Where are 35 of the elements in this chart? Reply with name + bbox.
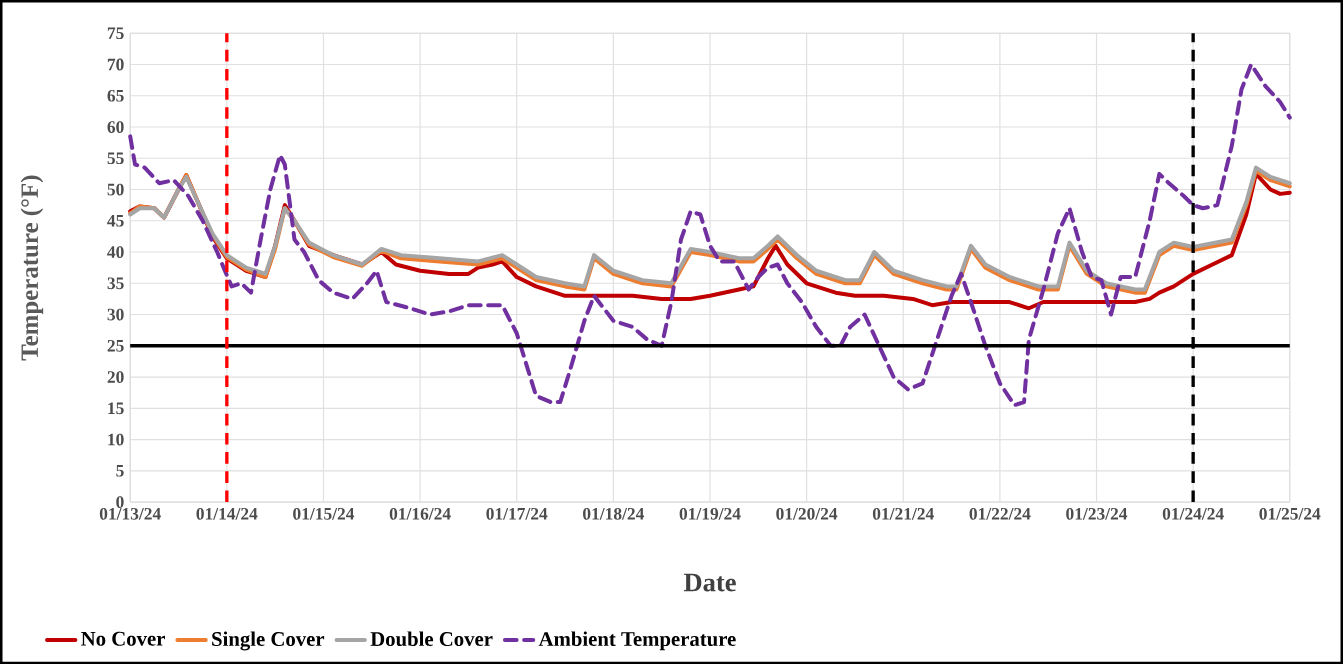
- y-axis-title: Temperature (°F): [20, 175, 44, 361]
- x-tick-label: 01/13/24: [99, 507, 161, 520]
- y-tick-label: 15: [108, 402, 124, 415]
- x-tick-label: 01/17/24: [486, 507, 548, 520]
- y-tick-label: 0: [116, 496, 124, 508]
- y-tick-label: 20: [107, 371, 124, 383]
- y-tick-label: 55: [107, 152, 124, 164]
- y-tick-label: 75: [107, 27, 124, 39]
- x-tick-label: 01/23/24: [1066, 507, 1128, 520]
- y-tick-label: 10: [108, 433, 124, 446]
- x-tick-label: 01/15/24: [293, 507, 355, 520]
- x-axis-title: Date: [683, 573, 736, 592]
- y-tick-label: 50: [107, 183, 124, 196]
- y-tick-label: 40: [107, 246, 124, 258]
- x-tick-label: 01/18/24: [583, 507, 645, 520]
- y-tick-label: 65: [107, 89, 124, 102]
- legend-label: Double Cover: [370, 631, 493, 646]
- y-tick-label: 30: [107, 308, 124, 321]
- x-tick-label: 01/22/24: [969, 507, 1031, 520]
- x-tick-label: 01/14/24: [196, 507, 258, 520]
- legend-label: Single Cover: [212, 631, 325, 651]
- x-tick-label: 01/21/24: [872, 507, 934, 520]
- x-tick-label: 01/19/24: [679, 507, 741, 520]
- y-tick-label: 45: [107, 214, 124, 227]
- legend-label: Ambient Temperature: [538, 631, 736, 651]
- x-tick-label: 01/25/24: [1259, 507, 1321, 520]
- x-tick-label: 01/20/24: [776, 507, 838, 520]
- y-tick-label: 60: [107, 121, 124, 133]
- y-tick-label: 35: [107, 277, 124, 290]
- y-tick-label: 25: [107, 339, 124, 352]
- y-tick-label: 5: [116, 464, 124, 477]
- legend-label: No Cover: [81, 631, 165, 646]
- y-tick-label: 70: [107, 58, 124, 71]
- x-tick-label: 01/24/24: [1162, 507, 1224, 520]
- x-tick-label: 01/16/24: [389, 507, 451, 520]
